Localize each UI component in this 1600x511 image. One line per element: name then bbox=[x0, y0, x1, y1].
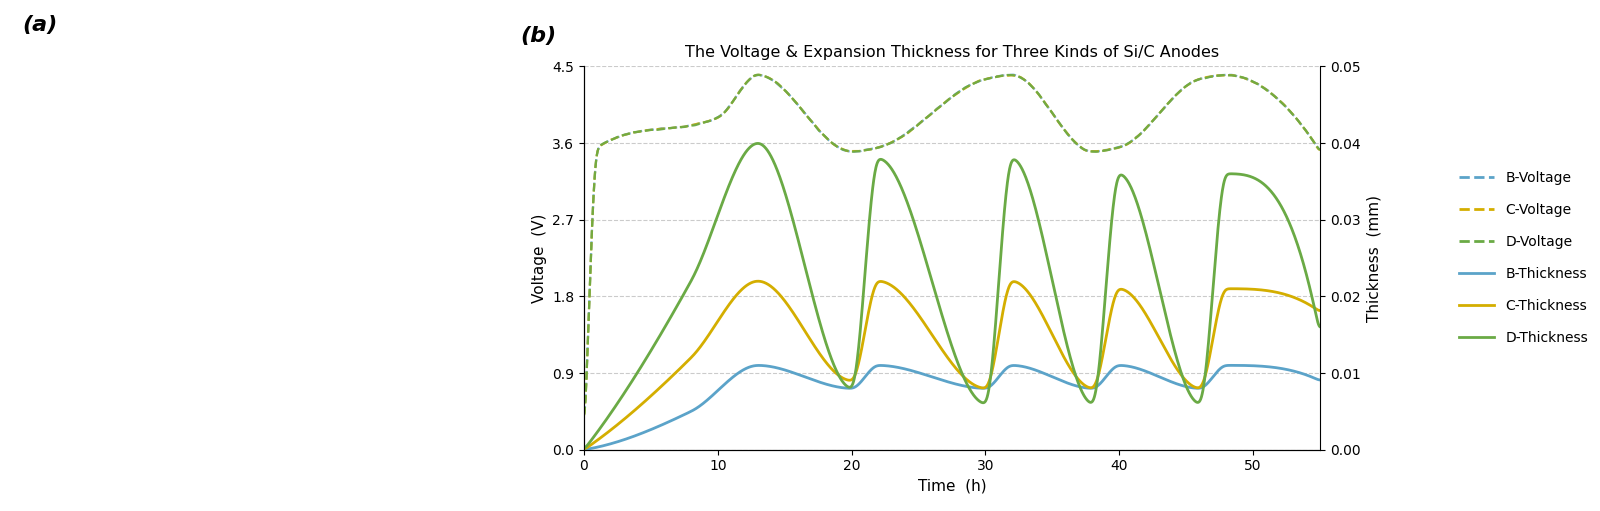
Y-axis label: Thickness  (mm): Thickness (mm) bbox=[1366, 195, 1381, 321]
Text: (b): (b) bbox=[520, 26, 557, 46]
Y-axis label: Voltage  (V): Voltage (V) bbox=[531, 214, 547, 303]
Text: (a): (a) bbox=[22, 15, 58, 35]
Legend: B-Voltage, C-Voltage, D-Voltage, B-Thickness, C-Thickness, D-Thickness: B-Voltage, C-Voltage, D-Voltage, B-Thick… bbox=[1459, 171, 1589, 345]
X-axis label: Time  (h): Time (h) bbox=[918, 479, 986, 494]
Title: The Voltage & Expansion Thickness for Three Kinds of Si/C Anodes: The Voltage & Expansion Thickness for Th… bbox=[685, 44, 1219, 60]
